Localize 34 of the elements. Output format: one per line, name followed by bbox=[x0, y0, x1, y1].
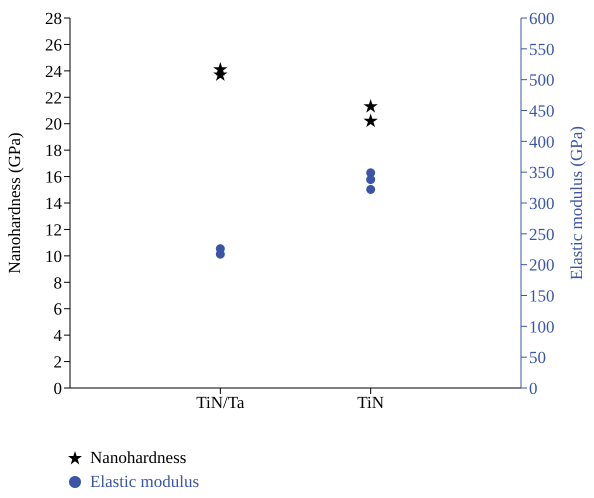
y-tick-label: 16 bbox=[45, 168, 62, 187]
y-axis-title: Nanohardness (GPa) bbox=[5, 132, 24, 274]
y-tick-label: 26 bbox=[45, 35, 62, 54]
y2-tick-label: 550 bbox=[529, 40, 554, 59]
y2-tick-label: 450 bbox=[529, 102, 554, 121]
legend-label: Elastic modulus bbox=[90, 471, 200, 493]
y-tick-label: 24 bbox=[45, 62, 62, 81]
y2-tick-label: 100 bbox=[529, 317, 554, 336]
y-tick-label: 0 bbox=[54, 379, 62, 398]
y2-tick-label: 500 bbox=[529, 70, 554, 90]
y2-tick-label: 50 bbox=[529, 348, 546, 368]
x-tick-label: TiN/Ta bbox=[196, 393, 245, 412]
y-tick-label: 10 bbox=[45, 246, 62, 266]
y2-tick-label: 250 bbox=[529, 224, 554, 244]
y2-axis-title: Elastic modulus (GPa) bbox=[567, 126, 586, 280]
y-tick-label: 22 bbox=[45, 88, 62, 108]
y2-tick-label: 150 bbox=[529, 286, 554, 306]
y2-tick-label: 200 bbox=[529, 256, 554, 275]
y2-tick-label: 600 bbox=[529, 9, 554, 28]
y-tick-label: 28 bbox=[45, 9, 62, 28]
y2-tick-label: 400 bbox=[529, 132, 554, 152]
y2-tick-label: 300 bbox=[529, 194, 554, 214]
y-tick-label: 12 bbox=[45, 220, 62, 240]
y-tick-label: 6 bbox=[54, 300, 62, 319]
y-tick-label: 4 bbox=[54, 326, 62, 346]
y2-tick-label: 0 bbox=[529, 379, 538, 398]
y-tick-label: 14 bbox=[45, 194, 62, 214]
y-tick-label: 18 bbox=[45, 141, 62, 160]
legend-label: Nanohardness bbox=[90, 447, 186, 469]
y2-tick-label: 350 bbox=[529, 163, 554, 182]
y-tick-label: 8 bbox=[54, 273, 62, 292]
y-tick-label: 2 bbox=[54, 352, 62, 372]
x-tick-label: TiN bbox=[357, 393, 384, 412]
y-tick-label: 20 bbox=[45, 114, 62, 134]
